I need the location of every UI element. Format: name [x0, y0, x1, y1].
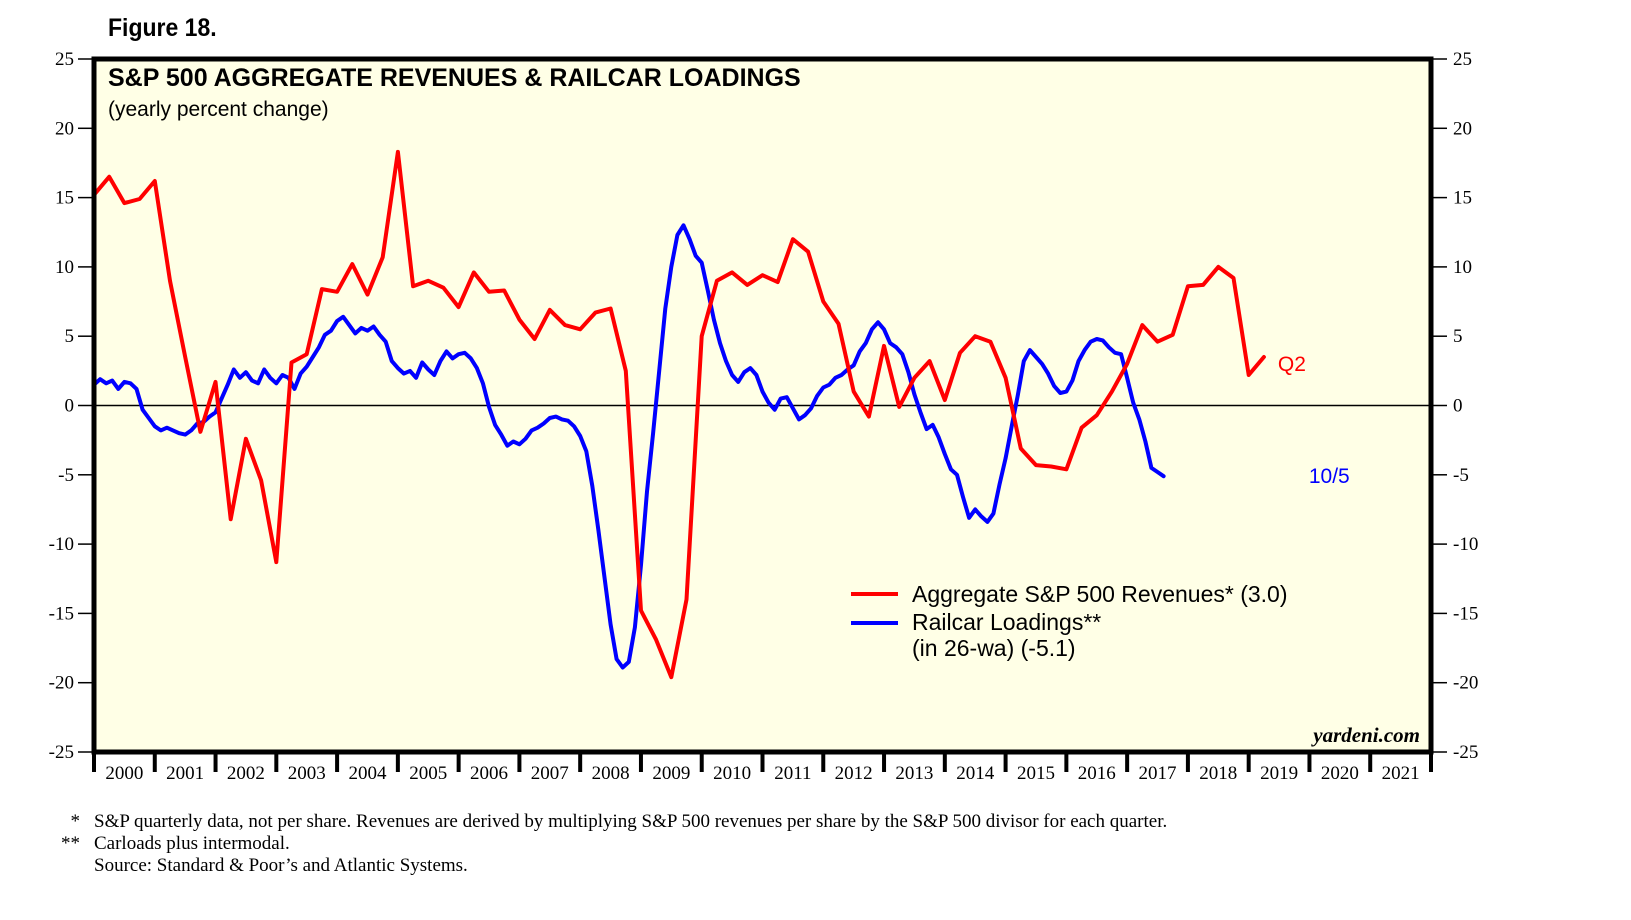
x-tick-label: 2014	[956, 763, 995, 784]
x-tick-label: 2003	[288, 763, 326, 784]
x-tick-label: 2012	[835, 763, 873, 784]
y-tick-label-right: 5	[1453, 326, 1463, 347]
y-tick-label-right: 20	[1453, 118, 1472, 139]
end-label-revenues: Q2	[1278, 353, 1306, 376]
x-tick-label: 2013	[895, 763, 933, 784]
legend: Aggregate S&P 500 Revenues* (3.0) Railca…	[851, 581, 1288, 661]
figure-label: Figure 18.	[108, 14, 217, 42]
legend-label-railcar: Railcar Loadings**	[912, 609, 1101, 635]
x-tick-label: 2018	[1199, 763, 1237, 784]
y-tick-label-left: 20	[55, 118, 74, 139]
y-tick-label-left: -10	[49, 534, 74, 555]
footnote-2: ** Carloads plus intermodal.	[40, 833, 290, 855]
y-tick-label-right: 10	[1453, 257, 1472, 278]
y-tick-label-right: -15	[1453, 603, 1478, 624]
x-tick-label: 2007	[531, 763, 569, 784]
x-tick-label: 2010	[713, 763, 751, 784]
y-tick-label-right: 0	[1453, 396, 1463, 417]
y-tick-label-right: -20	[1453, 673, 1478, 694]
y-tick-label-right: -10	[1453, 534, 1478, 555]
y-tick-label-left: -20	[49, 673, 74, 694]
y-tick-label-right: -5	[1453, 465, 1469, 486]
watermark: yardeni.com	[1310, 723, 1420, 747]
y-tick-label-right: 25	[1453, 49, 1472, 70]
x-axis: 2000 2001 2002 2003 2004 2005 2006 2007 2008 2009…	[92, 752, 1433, 784]
y-tick-label-right: -25	[1453, 742, 1478, 763]
footnote-1: * S&P quarterly data, not per share. Reve…	[40, 811, 1168, 833]
x-tick-label: 2011	[774, 763, 811, 784]
footnote-mark: **	[61, 833, 80, 854]
x-tick-label: 2004	[348, 763, 387, 784]
footnote-text: Source: Standard & Poor’s and Atlantic S…	[94, 855, 468, 876]
footnote-mark: *	[70, 811, 81, 832]
chart-subtitle: (yearly percent change)	[108, 98, 329, 121]
series-group: 10/5 Q2	[92, 0, 1350, 680]
x-tick-label: 2005	[409, 763, 447, 784]
x-tick-label: 2009	[652, 763, 690, 784]
footnote-text: S&P quarterly data, not per share. Reven…	[94, 811, 1168, 832]
y-tick-label-left: -25	[49, 742, 74, 763]
footnote-3: Source: Standard & Poor’s and Atlantic S…	[40, 855, 468, 877]
x-tick-label: 2008	[592, 763, 630, 784]
legend-label-railcar-sub: (in 26-wa) (-5.1)	[912, 635, 1076, 661]
x-tick-label: 2000	[105, 763, 143, 784]
y-tick-label-left: 25	[55, 49, 74, 70]
end-label-railcar: 10/5	[1309, 465, 1350, 488]
right-y-axis: 25 20 15 10 5 0 -5 -10 -15 -20 -25	[1431, 49, 1478, 763]
y-tick-label-left: 5	[65, 326, 75, 347]
x-tick-label: 2019	[1260, 763, 1298, 784]
y-tick-label-left: 15	[55, 188, 74, 209]
legend-label-revenues: Aggregate S&P 500 Revenues* (3.0)	[912, 581, 1288, 607]
footnote-text: Carloads plus intermodal.	[94, 833, 290, 854]
plot-frame	[91, 56, 1434, 755]
x-tick-label: 2017	[1139, 763, 1177, 784]
x-tick-label: 2021	[1382, 763, 1420, 784]
y-tick-label-right: 15	[1453, 188, 1472, 209]
y-tick-label-left: 0	[65, 396, 75, 417]
y-tick-label-left: 10	[55, 257, 74, 278]
x-tick-label: 2001	[166, 763, 204, 784]
x-tick-label: 2006	[470, 763, 508, 784]
series-line-revenues	[92, 149, 1266, 680]
y-tick-label-left: -15	[49, 603, 74, 624]
x-tick-label: 2020	[1321, 763, 1359, 784]
left-y-axis: 25 20 15 10 5 0 -5 -10 -15 -20 -25	[49, 49, 94, 763]
x-tick-label: 2002	[227, 763, 265, 784]
chart-title: S&P 500 AGGREGATE REVENUES & RAILCAR LOA…	[108, 64, 801, 92]
x-tick-label: 2016	[1078, 763, 1116, 784]
y-tick-label-left: -5	[58, 465, 74, 486]
x-tick-label: 2015	[1017, 763, 1055, 784]
